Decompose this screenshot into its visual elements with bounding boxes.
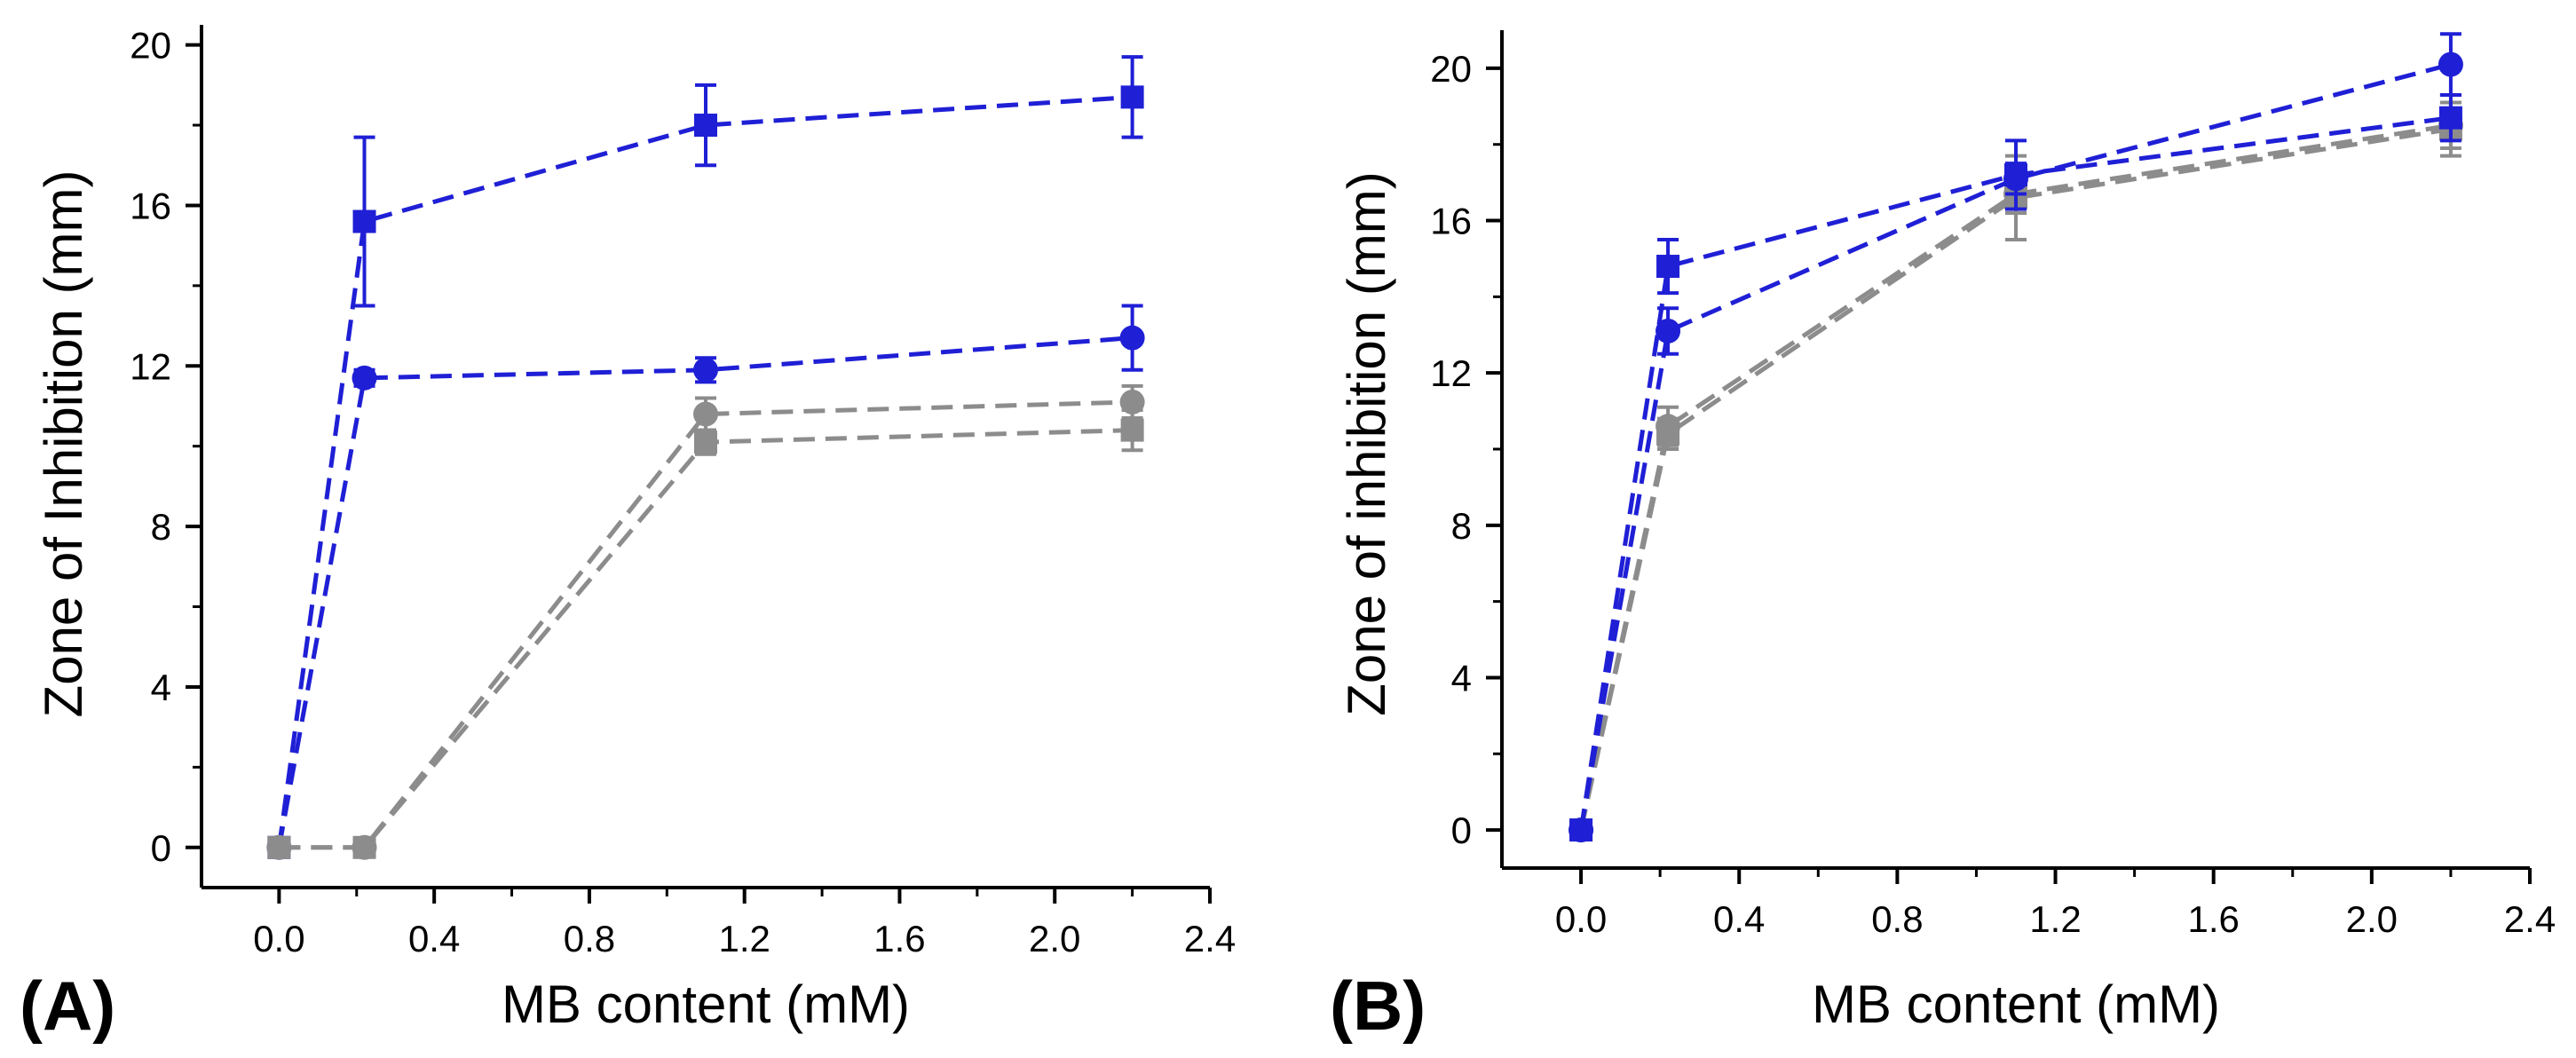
series-line [279,399,1133,850]
y-axis-title: Zone of inhibition (mm) [1337,171,1396,716]
series-line [276,336,1133,849]
series-line [279,428,1133,850]
data-point [1120,418,1144,442]
panel-a: 0.0 0.4 0.8 1.2 1.6 2.0 2.4 0 4 8 12 16 20 MB content… [20,25,1236,1045]
data-point [2438,106,2462,130]
series-gray-circle [266,383,1145,860]
data-point [693,357,718,383]
x-tick-label: 2.0 [1029,918,1080,959]
y-tick-label: 16 [1430,201,1472,242]
x-tick-label: 0.4 [1713,898,1765,940]
x-axis-title: MB content (mM) [1812,975,2220,1034]
series-blue-circle [266,304,1145,860]
data-point [352,835,376,859]
y-tick-label: 16 [130,185,171,226]
series-blue-square [1569,92,2462,842]
series-gray-square [267,408,1144,859]
data-point [1119,325,1145,351]
y-tick-label: 20 [1430,48,1472,90]
series-line [1578,115,2452,831]
y-axis-title: Zone of Inhibition (mm) [34,170,93,718]
y-tick-label: 20 [130,25,171,67]
data-point [352,209,376,233]
x-tick-label: 1.2 [2029,898,2081,940]
x-tick-label: 0.8 [1871,898,1923,940]
y-tick-label: 8 [151,506,171,548]
y-tick-label: 4 [1451,657,1472,699]
y-tick-label: 4 [151,667,171,708]
y-tick-label: 12 [130,345,171,387]
x-tick-label: 0.8 [564,918,615,959]
data-point [1656,255,1680,279]
panel-b: 0.0 0.4 0.8 1.2 1.6 2.0 2.4 0 4 8 12 16 20 MB content… [1330,30,2556,1045]
data-point [352,365,377,391]
series-gray-square [1569,100,2462,842]
data-point [694,430,717,454]
panel-label: (A) [20,967,115,1045]
data-point [2438,51,2463,77]
y-tick-label: 0 [151,827,171,869]
data-point [694,114,717,138]
x-tick-label: 2.0 [2346,898,2398,940]
data-point [1569,818,1593,842]
x-tick-label: 1.2 [718,918,770,959]
x-tick-label: 1.6 [2187,898,2239,940]
x-tick-label: 1.6 [873,918,925,959]
x-tick-label: 0.0 [253,918,304,959]
series-line [276,94,1133,849]
data-point [1119,389,1145,415]
x-tick-label: 0.0 [1555,898,1607,940]
y-tick-label: 12 [1430,352,1472,394]
data-point [1120,85,1144,109]
panel-label: (B) [1330,967,1426,1045]
series-line [1578,127,2452,831]
x-tick-label: 0.4 [408,918,460,959]
data-point [1655,318,1681,343]
data-point [267,835,291,859]
x-tick-label: 2.4 [2504,898,2556,940]
y-tick-label: 0 [1451,809,1472,851]
data-point [2004,163,2027,187]
data-point [1656,422,1680,446]
x-axis-title: MB content (mM) [502,975,910,1034]
data-point [693,401,718,427]
x-tick-label: 2.4 [1184,918,1236,959]
series-blue-square [267,55,1144,859]
y-tick-label: 8 [1451,505,1472,547]
